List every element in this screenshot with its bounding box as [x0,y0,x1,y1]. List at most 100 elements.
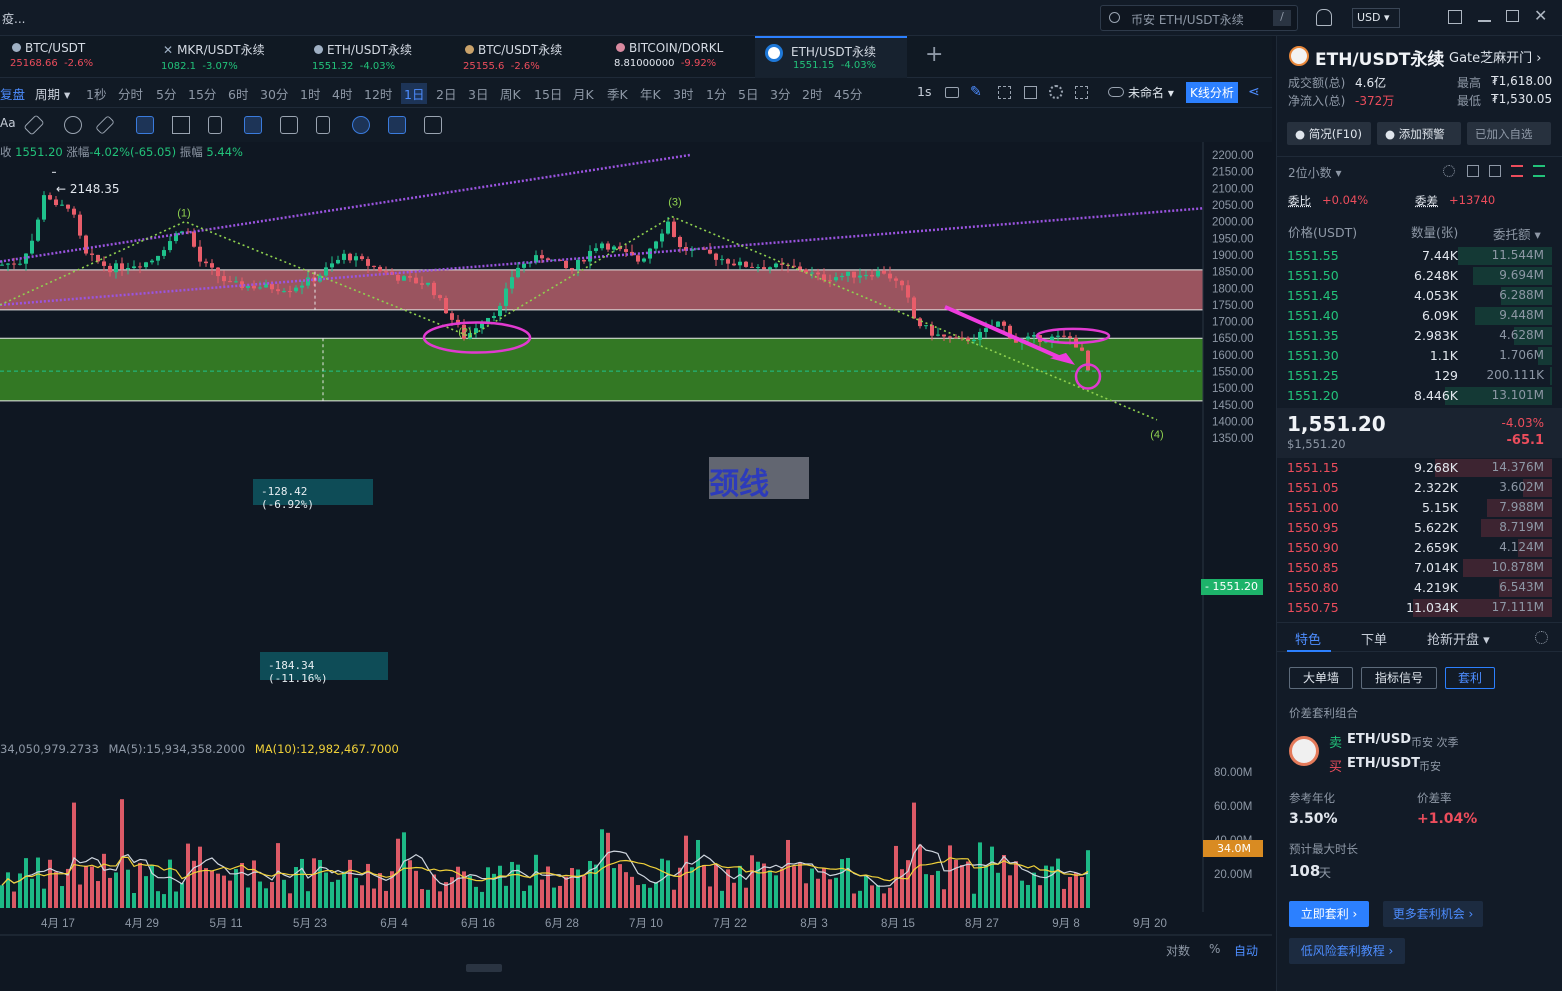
period-option[interactable]: 15日 [534,87,563,102]
camera-icon[interactable] [945,87,959,98]
symbol-tab[interactable]: ETH/USDT永续 1551.32 -4.03% [302,36,452,78]
orderbook-row[interactable]: 1550.75 11.034K 17.111M [1277,598,1562,618]
tab-new-listing[interactable]: 抢新开盘 ▾ [1427,633,1490,648]
close-icon[interactable]: ✕ [1534,6,1548,25]
period-option[interactable]: 5分 [156,87,177,102]
period-replay[interactable]: 复盘 [0,87,26,102]
orderbook-row[interactable]: 1550.95 5.622K 8.719M [1277,518,1562,538]
symbol-tab[interactable]: BITCOIN/DORKL 8.81000000 -9.92% [604,36,754,78]
trash-icon[interactable] [316,116,330,134]
pencil-icon[interactable]: ✎ [970,84,982,100]
orderbook-row[interactable]: 1551.00 5.15K 7.988M [1277,498,1562,518]
period-option[interactable]: 15分 [188,87,217,102]
orderbook-row[interactable]: 1551.20 8.446K 13.101M [1277,386,1562,406]
chip-signals[interactable]: 指标信号 [1361,667,1437,689]
layout-bid-icon[interactable] [1489,165,1501,177]
bell-icon[interactable] [1316,9,1332,26]
orderbook-row[interactable]: 1551.05 2.322K 3.602M [1277,478,1562,498]
layout-ask-icon[interactable] [1511,165,1523,177]
period-menu[interactable]: 周期 ▾ [35,87,71,102]
exchange-link[interactable]: Gate芝麻开门 › [1449,51,1542,66]
layout-both-icon[interactable] [1467,165,1479,177]
log-toggle[interactable]: 对数 [1166,944,1191,958]
period-option[interactable]: 45分 [834,87,863,102]
tab-features[interactable]: 特色 [1295,633,1322,648]
period-option[interactable]: 季K [607,87,628,102]
chip-big-orders[interactable]: 大单墙 [1289,667,1353,689]
period-option[interactable]: 3时 [673,87,694,102]
layout-icon[interactable] [1448,10,1462,24]
auto-toggle[interactable]: 自动 [1234,944,1259,958]
percent-toggle[interactable]: % [1209,942,1221,956]
template-icon[interactable] [1024,86,1037,99]
orderbook-row[interactable]: 1551.40 6.09K 9.448M [1277,306,1562,326]
decimals-select[interactable]: 2位小数 ▾ [1288,166,1342,180]
period-option[interactable]: 1时 [300,87,321,102]
period-option[interactable]: 3日 [468,87,489,102]
scroll-handle[interactable] [466,964,502,972]
select-icon[interactable] [998,86,1011,99]
chip-arbitrage[interactable]: 套利 [1445,667,1495,689]
arbitrage-tutorial-button[interactable]: 低风险套利教程 › [1289,938,1405,964]
period-option[interactable]: 周K [500,87,521,102]
layout-name-select[interactable]: 未命名 ▾ [1128,86,1174,100]
orderbook-row[interactable]: 1551.25 129 200.111K [1277,366,1562,386]
settings-icon[interactable] [1443,165,1455,177]
kline-analysis-button[interactable]: K线分析 [1186,82,1238,103]
period-option[interactable]: 4时 [332,87,353,102]
period-option-active[interactable]: 1日 [401,83,428,104]
currency-select[interactable]: USD ▾ [1352,8,1400,28]
orderbook-row[interactable]: 1551.15 9.268K 14.376M [1277,458,1562,478]
period-option[interactable]: 5日 [738,87,759,102]
period-option[interactable]: 年K [640,87,661,102]
cloud-icon[interactable] [1108,87,1124,97]
symbol-tab[interactable]: ✕ MKR/USDT永续 1082.1 -3.07% [161,43,265,72]
period-option[interactable]: 12时 [364,87,393,102]
period-option[interactable]: 1分 [706,87,727,102]
orderbook-row[interactable]: 1551.30 1.1K 1.706M [1277,346,1562,366]
favorite-button[interactable]: 已加入自选 [1467,122,1551,145]
edit-icon[interactable] [280,116,298,134]
symbol-tab-active[interactable]: ETH/USDT永续 1551.15 -4.03% [755,36,907,78]
maximize-icon[interactable] [1506,10,1519,22]
orderbook-row[interactable]: 1551.45 4.053K 6.288M [1277,286,1562,306]
eraser-icon[interactable] [95,115,115,135]
period-option[interactable]: 2时 [802,87,823,102]
more-arbitrage-button[interactable]: 更多套利机会 › [1383,901,1483,927]
period-option[interactable]: 月K [573,87,594,102]
candle-tool-icon[interactable] [172,116,190,134]
bookmark-icon[interactable] [244,116,262,134]
search-input[interactable]: 币安 ETH/USDT永续 [1131,13,1244,27]
fib-icon[interactable] [64,116,82,134]
period-option[interactable]: 6时 [228,87,249,102]
brief-button[interactable]: ● 简况(F10) [1287,122,1371,145]
filter-icon[interactable] [388,116,406,134]
orderbook-row[interactable]: 1551.50 6.248K 9.694M [1277,266,1562,286]
period-option[interactable]: 2日 [436,87,457,102]
search-box[interactable]: 币安 ETH/USDT永续 / [1100,5,1298,31]
period-option[interactable]: 1秒 [86,87,107,102]
orderbook-row[interactable]: 1550.80 4.219K 6.543M [1277,578,1562,598]
period-option[interactable]: 3分 [770,87,791,102]
magnet-icon[interactable] [352,116,370,134]
period-option[interactable]: 分时 [118,87,144,102]
add-tab-button[interactable]: + [925,42,944,67]
orderbook-row[interactable]: 1551.35 2.983K 4.628M [1277,326,1562,346]
minimize-icon[interactable] [1478,20,1491,22]
fullscreen-icon[interactable] [1075,86,1088,99]
orderbook-row[interactable]: 1551.55 7.44K 11.544M [1277,246,1562,266]
chart-area[interactable]: 2200.00 2150.00 2100.00 2050.00 2000.00 1950.… [0,142,1272,991]
tab-order[interactable]: 下单 [1361,633,1388,648]
interval-setting[interactable]: 1s [917,84,932,99]
symbol-tab[interactable]: BTC/USDT永续 25155.6 -2.6% [453,36,603,78]
lock-icon[interactable] [208,116,222,134]
orderbook-row[interactable]: 1550.90 2.659K 4.124M [1277,538,1562,558]
trendline-icon[interactable] [136,116,154,134]
font-tool[interactable]: Aa [0,116,16,130]
symbol-tab[interactable]: BTC/USDT 25168.66 -2.6% [0,36,150,78]
settings-icon[interactable] [1049,85,1063,99]
arbitrage-now-button[interactable]: 立即套利 › [1289,901,1369,927]
ruler-icon[interactable] [23,114,45,136]
sync-icon[interactable] [424,116,442,134]
price-chart[interactable]: 2200.00 2150.00 2100.00 2050.00 2000.00 1950.… [0,142,1272,991]
